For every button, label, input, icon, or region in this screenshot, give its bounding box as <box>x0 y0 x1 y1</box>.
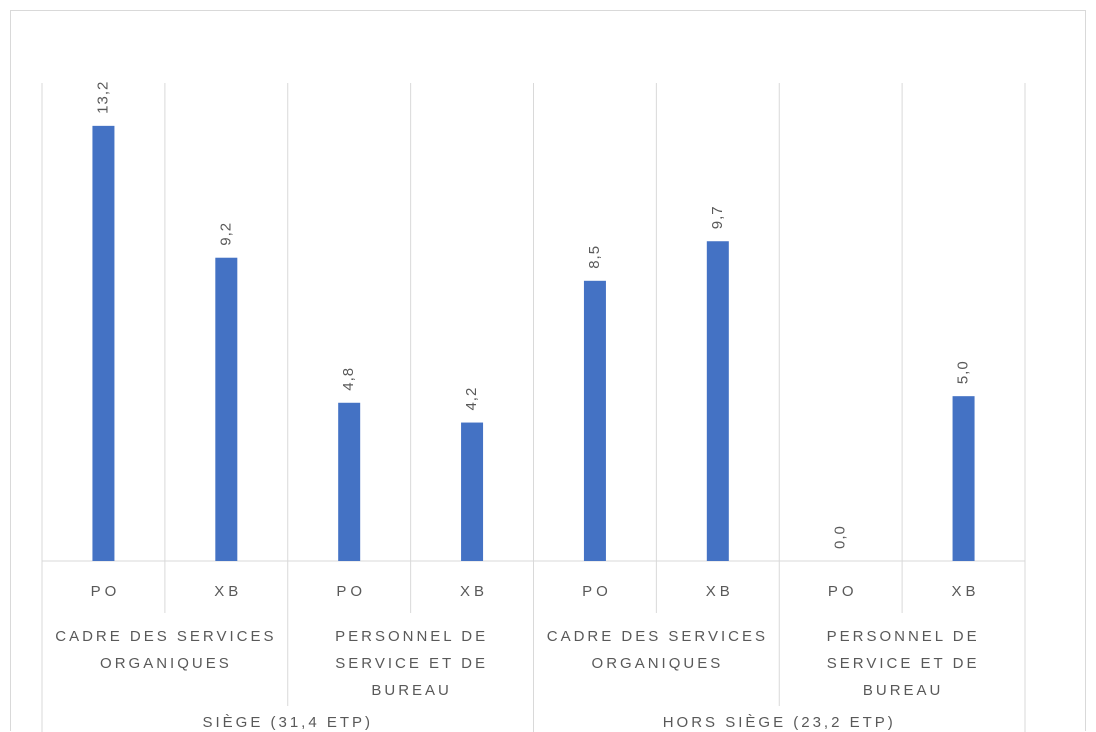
bar-chart: 13,2 9,2 4,8 4,2 8,5 9,7 0,0 5,0 PO XB PO XB PO XB PO X… <box>41 81 1026 732</box>
subgroup-label: ORGANIQUES <box>100 655 232 672</box>
subgroup-label: CADRE DES SERVICES <box>55 628 276 645</box>
group-label: SIÈGE (31,4 ETP) <box>202 714 373 731</box>
x-tick-label: XB <box>952 583 980 600</box>
data-label: 9,7 <box>709 205 726 229</box>
x-tick-label: PO <box>828 583 858 600</box>
subgroup-label: BUREAU <box>863 682 944 699</box>
data-label: 13,2 <box>94 81 111 114</box>
data-label: 9,2 <box>217 222 234 246</box>
x-tick-label: PO <box>91 583 121 600</box>
subgroup-label: CADRE DES SERVICES <box>547 628 768 645</box>
bar <box>338 402 361 561</box>
subgroup-label: ORGANIQUES <box>592 655 724 672</box>
group-label: HORS SIÈGE (23,2 ETP) <box>663 714 896 731</box>
x-tick-label: XB <box>706 583 734 600</box>
data-label: 4,2 <box>463 387 480 411</box>
subgroup-label: BUREAU <box>371 682 452 699</box>
subgroup-label: SERVICE ET DE <box>827 655 980 672</box>
chart-frame: 13,2 9,2 4,8 4,2 8,5 9,7 0,0 5,0 PO XB PO XB PO XB PO X… <box>10 10 1086 732</box>
subgroup-label: SERVICE ET DE <box>335 655 488 672</box>
data-label: 5,0 <box>955 360 972 384</box>
bar <box>92 125 115 562</box>
x-tick-label: PO <box>582 583 612 600</box>
x-tick-label: PO <box>336 583 366 600</box>
bar <box>583 280 606 561</box>
x-tick-label: XB <box>214 583 242 600</box>
bar <box>952 396 975 561</box>
bar <box>461 422 484 561</box>
bar <box>706 241 729 561</box>
subgroup-label: PERSONNEL DE <box>335 628 488 645</box>
data-label: 0,0 <box>832 525 849 549</box>
x-tick-label: XB <box>460 583 488 600</box>
subgroup-label: PERSONNEL DE <box>827 628 980 645</box>
bar <box>215 257 238 561</box>
data-label: 8,5 <box>586 245 603 269</box>
data-label: 4,8 <box>340 367 357 391</box>
